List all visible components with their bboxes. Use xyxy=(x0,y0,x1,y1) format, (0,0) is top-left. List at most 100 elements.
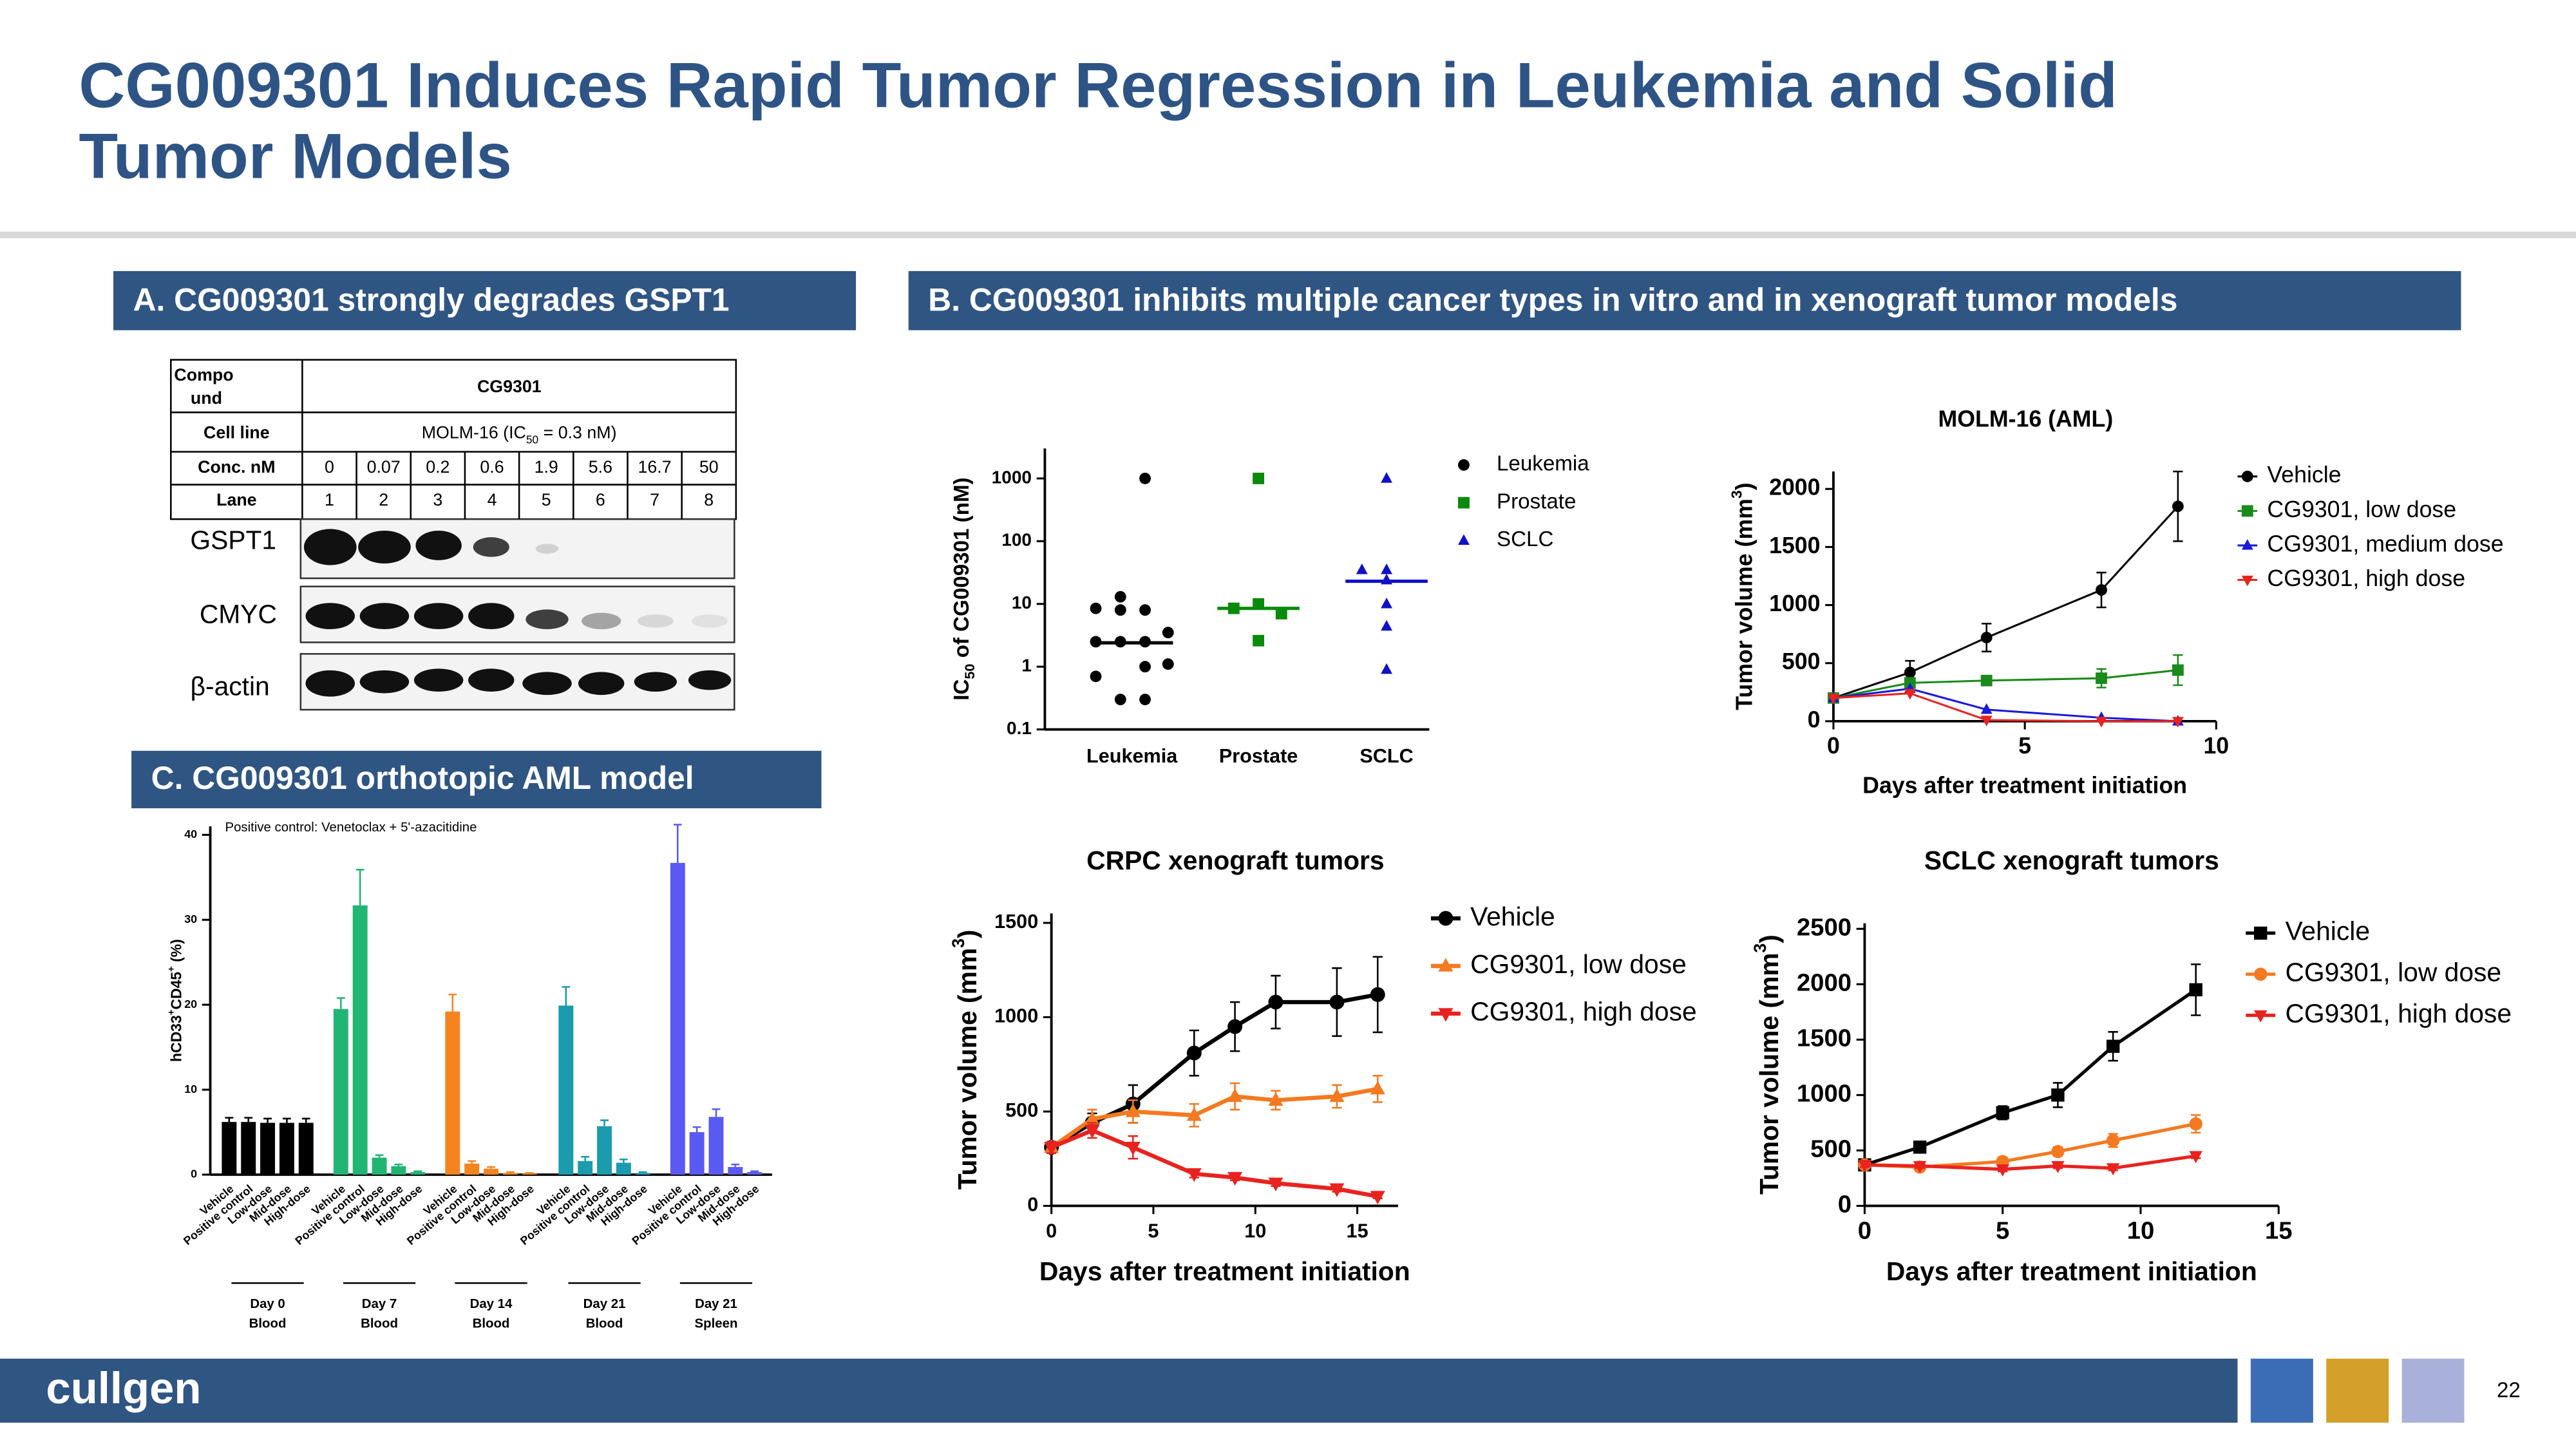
panel-title: A. CG009301 strongly degrades GSPT1 xyxy=(133,282,730,318)
marker xyxy=(1114,591,1126,603)
legend-label: CG9301, high dose xyxy=(1470,997,1697,1027)
y-tick-label: 30 xyxy=(184,913,197,925)
chart-title: MOLM-16 (AML) xyxy=(1938,406,2114,431)
marker xyxy=(2172,717,2184,728)
bar xyxy=(391,1166,406,1175)
legend-label: Prostate xyxy=(1497,489,1576,513)
marker xyxy=(2096,672,2107,685)
text-part: 3 xyxy=(1728,490,1745,498)
marker xyxy=(2106,1163,2120,1176)
marker xyxy=(2254,926,2268,940)
bar xyxy=(260,1122,276,1175)
x-tick-label: 0 xyxy=(1858,1217,1871,1244)
slide-title: Tumor Models xyxy=(79,120,511,192)
bar xyxy=(352,905,368,1175)
marker xyxy=(1356,563,1368,574)
table-cell: 50 xyxy=(699,457,719,477)
y-tick-label: 1000 xyxy=(1769,591,1820,616)
y-tick-label: 1000 xyxy=(994,1005,1038,1027)
table-label: Cell line xyxy=(204,423,270,442)
error-bar xyxy=(619,1158,628,1163)
table-label: Lane xyxy=(216,490,256,509)
y-tick-label: 2500 xyxy=(1797,913,1852,941)
y-tick-label: 10 xyxy=(184,1083,197,1095)
x-tick-label: 5 xyxy=(2018,733,2031,759)
legend-label: Vehicle xyxy=(2285,916,2370,946)
marker xyxy=(1381,597,1392,609)
bar xyxy=(558,1005,574,1175)
y-axis-label: Tumor volume (mm3) xyxy=(1728,482,1757,710)
text-part: 3 xyxy=(1750,943,1770,953)
y-tick-label: 0 xyxy=(1838,1191,1852,1218)
table-label: und xyxy=(191,388,222,408)
bar xyxy=(372,1157,387,1175)
marker xyxy=(1044,1142,1059,1156)
table-cell: 16.7 xyxy=(638,457,672,477)
bar xyxy=(484,1168,498,1175)
text-part: of CG009301 (nM) xyxy=(950,477,974,663)
marker xyxy=(1275,607,1287,620)
text-part: + xyxy=(166,966,177,972)
group-label: Day 7 xyxy=(362,1297,397,1311)
marker xyxy=(2241,539,2253,550)
chart-title: CRPC xenograft tumors xyxy=(1086,846,1384,875)
marker xyxy=(1186,1045,1202,1061)
blot-band xyxy=(522,672,572,696)
divider xyxy=(0,231,2576,238)
marker xyxy=(2254,967,2268,981)
series-line xyxy=(1864,1154,2197,1171)
text-part: 50 xyxy=(961,664,978,679)
marker xyxy=(1125,1142,1141,1156)
table-cell: CG9301 xyxy=(477,377,542,396)
marker xyxy=(1438,1008,1454,1022)
blot-band xyxy=(468,603,515,630)
text-part: (%) xyxy=(168,939,185,966)
series-line xyxy=(1864,988,2197,1167)
footer-band xyxy=(0,1358,2238,1423)
text-part: IC xyxy=(950,679,974,701)
blot-band xyxy=(359,603,410,630)
marker xyxy=(1329,1183,1345,1197)
error-bar xyxy=(506,1171,515,1173)
x-tick-label: 5 xyxy=(1996,1217,2009,1244)
chart-title: SCLC xenograft tumors xyxy=(1924,846,2219,875)
marker xyxy=(1114,694,1126,706)
text-part: Tumor volume (mm xyxy=(1732,498,1757,710)
marker xyxy=(2172,664,2184,676)
text-part: Tumor volume (mm xyxy=(952,948,982,1190)
y-tick-label: 500 xyxy=(1782,649,1821,674)
blot-band xyxy=(473,537,509,557)
marker xyxy=(1268,994,1283,1010)
marker xyxy=(2096,584,2107,596)
table-cell: 6 xyxy=(596,490,605,509)
marker xyxy=(1162,627,1174,639)
blot-band xyxy=(688,670,732,690)
bar xyxy=(333,1009,348,1175)
error-bar xyxy=(375,1154,384,1158)
y-tick-label: 1000 xyxy=(992,467,1032,487)
bar xyxy=(279,1122,294,1175)
y-tick-label: 1500 xyxy=(1769,533,1820,558)
blot-band xyxy=(582,612,621,630)
table-cell: 1 xyxy=(325,490,334,509)
y-tick-label: 1500 xyxy=(1797,1024,1852,1052)
marker xyxy=(2189,983,2202,997)
x-axis-label: Days after treatment initiation xyxy=(1039,1256,1410,1286)
blot-band xyxy=(358,530,411,564)
group-label: Day 21 xyxy=(695,1297,737,1311)
marker xyxy=(1858,1160,1871,1173)
blot-band xyxy=(634,672,677,692)
marker xyxy=(1381,472,1392,483)
error-bar xyxy=(355,869,365,905)
marker xyxy=(2096,717,2107,728)
legend-label: CG9301, low dose xyxy=(1470,949,1687,979)
table-cell: 3 xyxy=(433,490,442,509)
series-line xyxy=(1050,1128,1378,1198)
y-tick-label: 1 xyxy=(1021,656,1032,676)
slide-title: CG009301 Induces Rapid Tumor Regression … xyxy=(79,50,2117,122)
marker xyxy=(1139,472,1151,484)
x-axis-label: Days after treatment initiation xyxy=(1862,772,2187,798)
marker xyxy=(1227,1019,1243,1034)
text-part: Tumor volume (mm xyxy=(1754,952,1784,1195)
